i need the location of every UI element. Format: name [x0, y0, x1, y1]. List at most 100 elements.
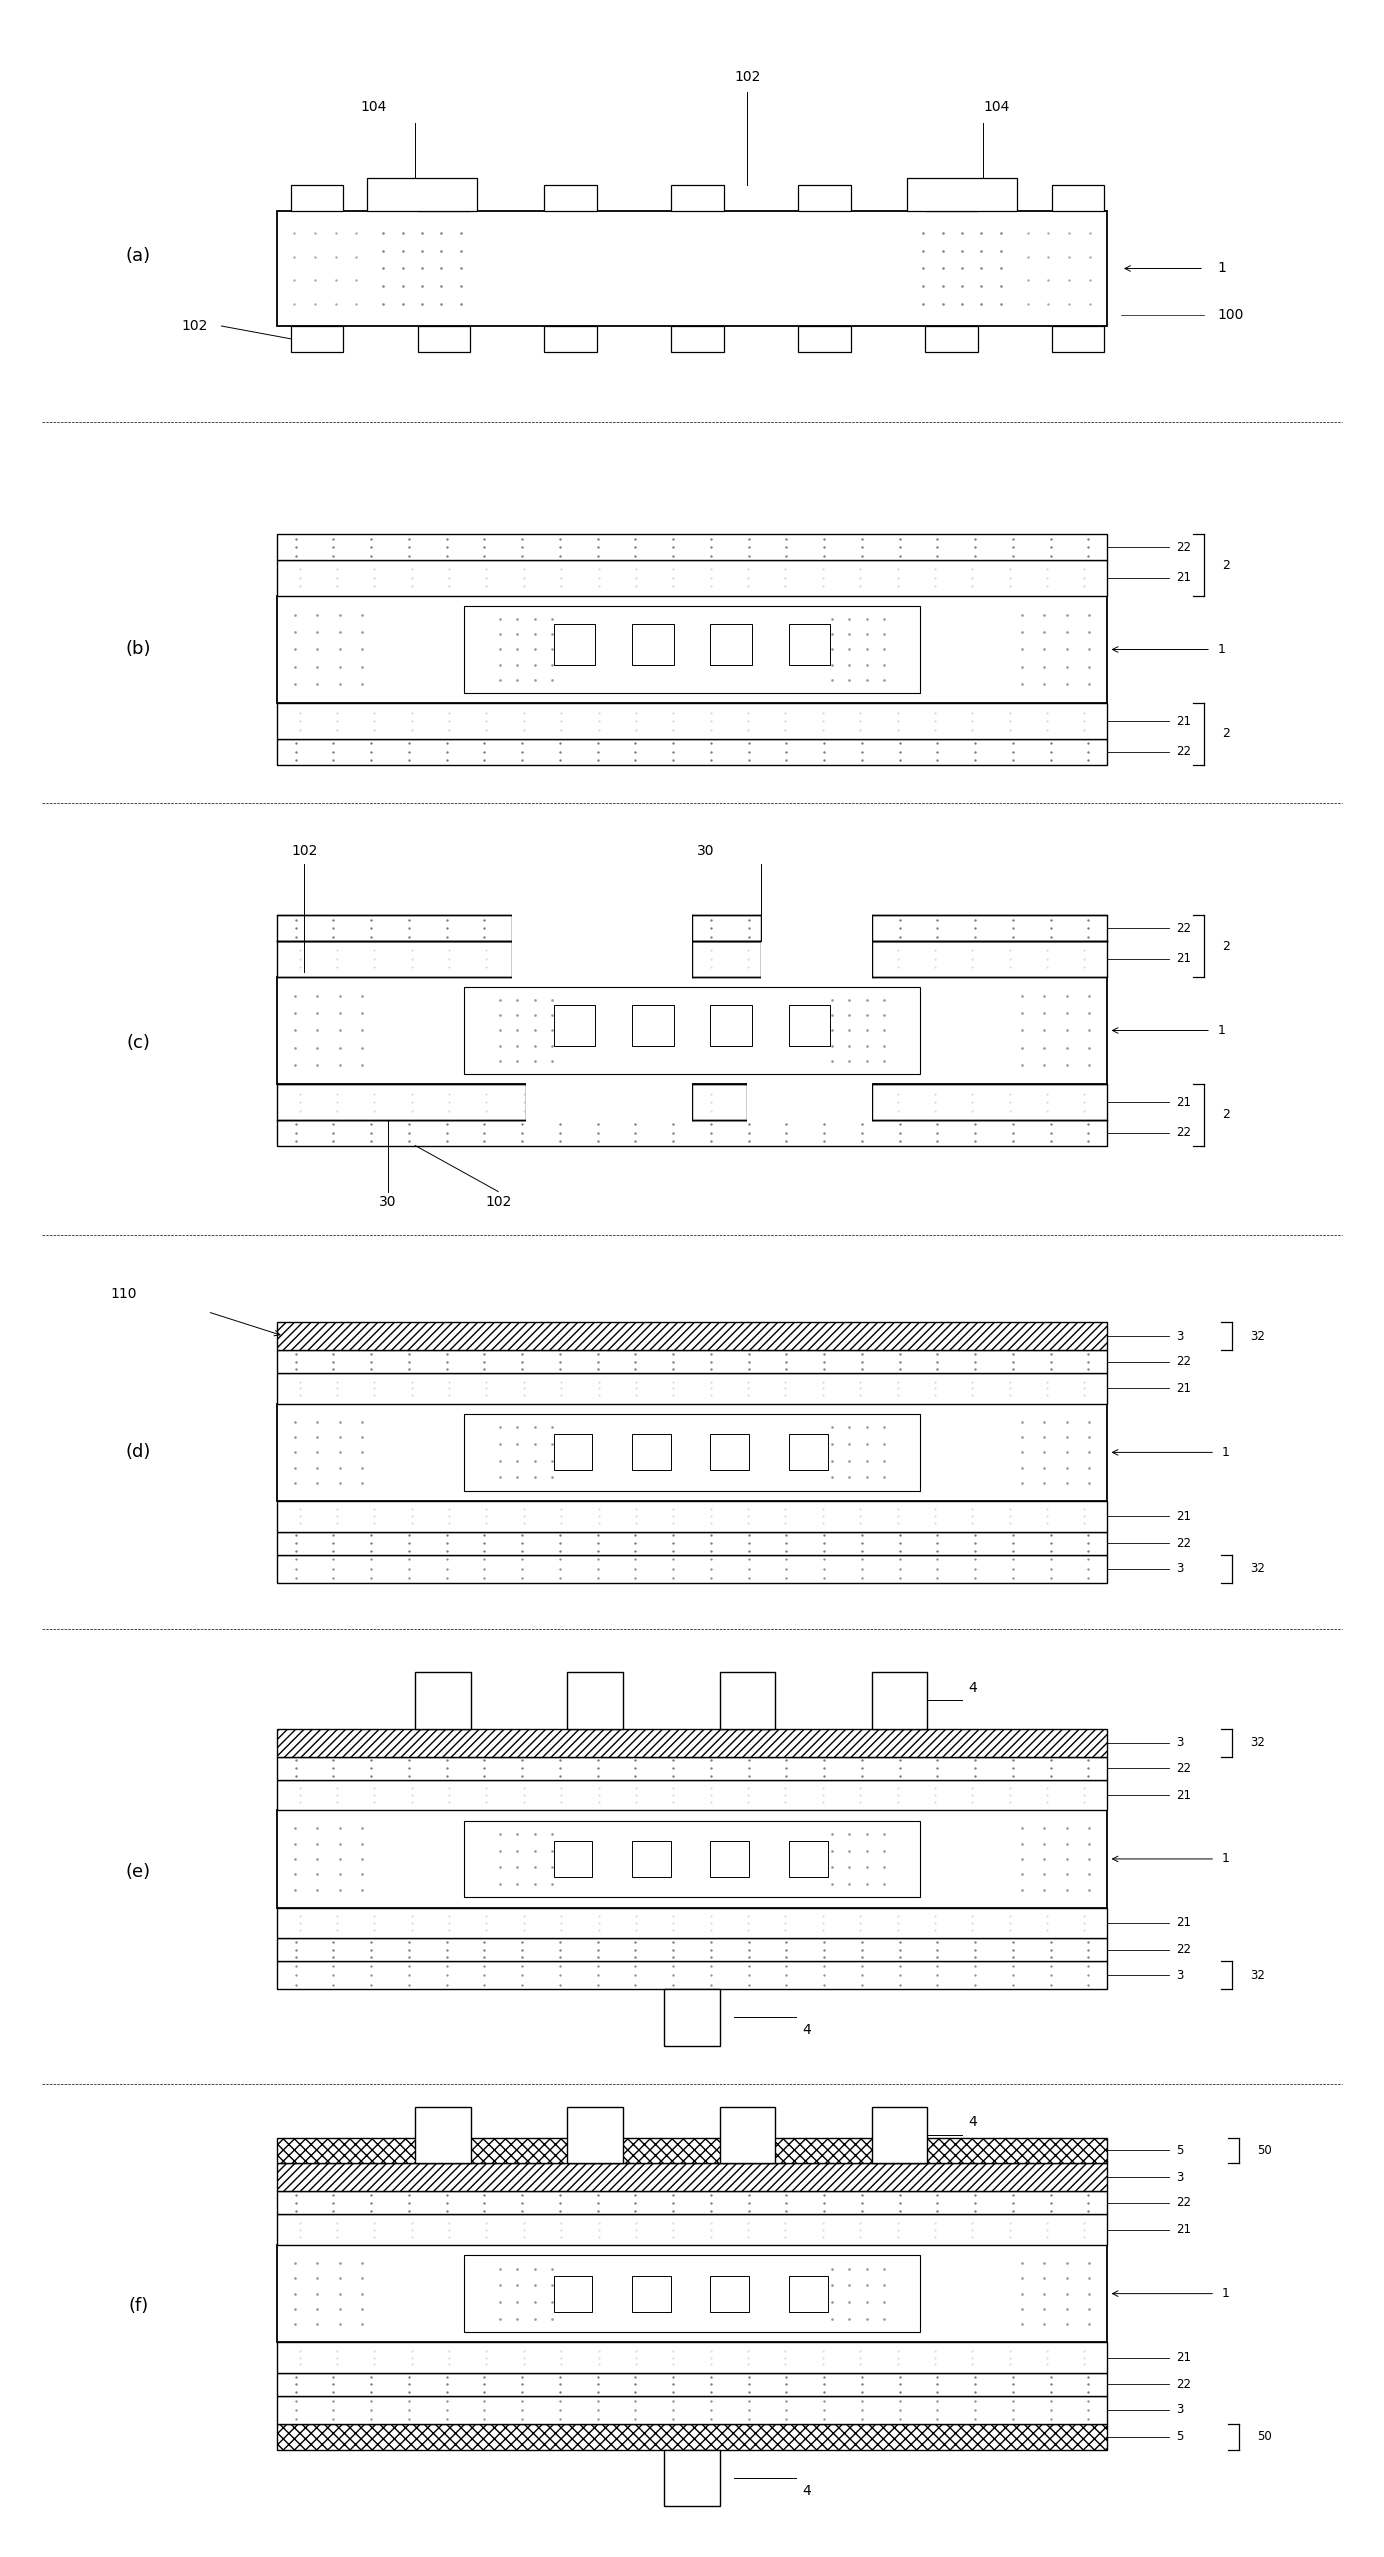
Bar — [277, 1810, 1107, 1908]
Bar — [567, 2107, 623, 2163]
Text: 50: 50 — [1257, 2429, 1272, 2444]
Bar — [747, 1082, 872, 1123]
Bar — [554, 2276, 592, 2312]
Text: 100: 100 — [1218, 307, 1244, 322]
Bar — [277, 1084, 1107, 1120]
Text: 21: 21 — [1176, 713, 1192, 729]
Bar — [277, 977, 1107, 1084]
Text: 22: 22 — [1176, 1537, 1192, 1550]
Bar — [277, 2342, 1107, 2373]
Bar — [512, 913, 692, 944]
Bar — [277, 1373, 1107, 1404]
Bar — [632, 1841, 671, 1877]
Bar — [512, 938, 692, 979]
Bar — [554, 1005, 595, 1046]
Text: 1: 1 — [1222, 2286, 1230, 2301]
Text: 32: 32 — [1250, 1969, 1265, 1982]
Text: (e): (e) — [126, 1861, 151, 1882]
Bar — [526, 1082, 692, 1123]
Text: 5: 5 — [1176, 2143, 1183, 2158]
Bar — [277, 1532, 1107, 1555]
Bar — [277, 941, 1107, 977]
Bar — [277, 560, 1107, 596]
Bar — [789, 1841, 828, 1877]
Bar — [761, 913, 872, 944]
Text: 110: 110 — [111, 1286, 137, 1302]
Bar — [291, 184, 343, 212]
Bar — [710, 1005, 752, 1046]
Bar — [415, 2107, 471, 2163]
Bar — [567, 1672, 623, 1729]
Bar — [277, 2396, 1107, 2424]
Text: (d): (d) — [126, 1442, 151, 1463]
Bar — [512, 913, 692, 944]
Text: 4: 4 — [803, 2483, 811, 2498]
Text: 21: 21 — [1176, 1915, 1192, 1931]
Text: 22: 22 — [1176, 744, 1192, 759]
Bar — [671, 184, 724, 212]
Bar — [632, 2276, 671, 2312]
Bar — [761, 938, 872, 979]
Text: 1: 1 — [1218, 1023, 1226, 1038]
Text: 32: 32 — [1250, 1736, 1265, 1749]
Bar — [415, 1672, 471, 1729]
Bar — [277, 1729, 1107, 1757]
Bar — [789, 1434, 828, 1470]
Text: (c): (c) — [126, 1033, 151, 1053]
Bar — [872, 2107, 927, 2163]
Text: (f): (f) — [129, 2296, 148, 2317]
Bar — [464, 1821, 920, 1897]
Text: 21: 21 — [1176, 1381, 1192, 1396]
Text: 2: 2 — [1222, 938, 1230, 954]
Bar — [526, 1082, 692, 1123]
Bar — [761, 913, 872, 944]
Text: 21: 21 — [1176, 2222, 1192, 2237]
Text: 3: 3 — [1176, 1736, 1183, 1749]
Bar — [554, 1434, 592, 1470]
Text: 102: 102 — [484, 1194, 512, 1209]
Bar — [277, 2373, 1107, 2396]
Text: 30: 30 — [698, 844, 714, 859]
Text: 21: 21 — [1176, 1787, 1192, 1803]
Bar — [720, 2107, 775, 2163]
Bar — [632, 1005, 674, 1046]
Bar — [710, 1434, 749, 1470]
Text: 21: 21 — [1176, 570, 1192, 586]
Bar — [554, 1841, 592, 1877]
Bar — [367, 179, 477, 212]
Text: 2: 2 — [1222, 726, 1230, 742]
Bar — [544, 184, 597, 212]
Bar — [1052, 327, 1104, 353]
Bar — [544, 327, 597, 353]
Bar — [277, 2245, 1107, 2342]
Bar — [464, 987, 920, 1074]
Text: 102: 102 — [734, 69, 761, 84]
Bar — [418, 327, 471, 353]
Bar — [554, 624, 595, 665]
Bar — [277, 739, 1107, 765]
Bar — [710, 624, 752, 665]
Text: 3: 3 — [1176, 2404, 1183, 2416]
Text: 32: 32 — [1250, 1330, 1265, 1342]
Bar — [925, 184, 977, 212]
Bar — [277, 1404, 1107, 1501]
Bar — [671, 327, 724, 353]
Bar — [799, 184, 851, 212]
Bar — [277, 1501, 1107, 1532]
Bar — [277, 1961, 1107, 1989]
Bar — [512, 938, 692, 979]
Bar — [277, 534, 1107, 560]
Text: 30: 30 — [379, 1194, 396, 1209]
Bar — [747, 1082, 872, 1123]
Bar — [277, 703, 1107, 739]
Text: 5: 5 — [1176, 2429, 1183, 2444]
Text: (a): (a) — [126, 245, 151, 266]
Text: 22: 22 — [1176, 1762, 1192, 1775]
Bar — [789, 624, 830, 665]
Text: 4: 4 — [969, 2115, 977, 2130]
Bar — [277, 1555, 1107, 1583]
Bar — [277, 2138, 1107, 2163]
Text: 22: 22 — [1176, 1943, 1192, 1956]
Bar — [277, 1350, 1107, 1373]
Text: 1: 1 — [1218, 642, 1226, 657]
